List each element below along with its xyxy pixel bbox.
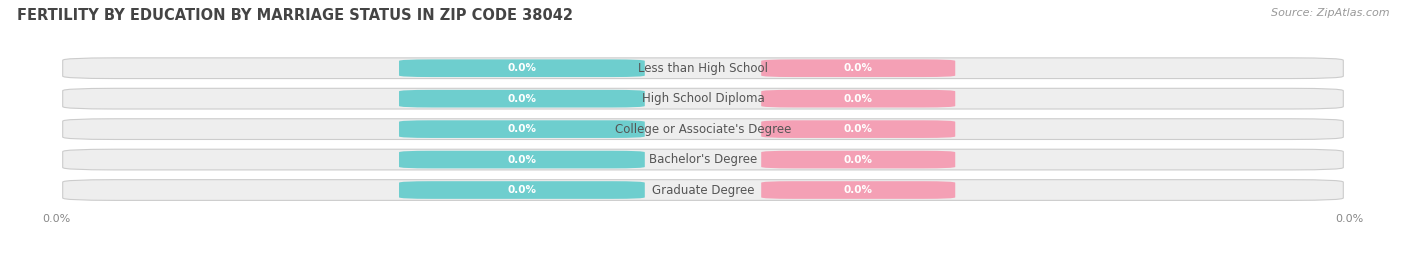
Text: 0.0%: 0.0% bbox=[844, 124, 873, 134]
FancyBboxPatch shape bbox=[761, 120, 955, 138]
Text: 0.0%: 0.0% bbox=[508, 124, 537, 134]
FancyBboxPatch shape bbox=[399, 151, 645, 168]
FancyBboxPatch shape bbox=[761, 181, 955, 199]
FancyBboxPatch shape bbox=[761, 151, 955, 168]
FancyBboxPatch shape bbox=[399, 120, 645, 138]
Text: Graduate Degree: Graduate Degree bbox=[652, 183, 754, 197]
FancyBboxPatch shape bbox=[63, 180, 1343, 200]
Text: 0.0%: 0.0% bbox=[508, 94, 537, 104]
Text: 0.0%: 0.0% bbox=[844, 63, 873, 73]
FancyBboxPatch shape bbox=[761, 59, 955, 77]
FancyBboxPatch shape bbox=[399, 90, 645, 108]
FancyBboxPatch shape bbox=[63, 149, 1343, 170]
Text: 0.0%: 0.0% bbox=[508, 63, 537, 73]
FancyBboxPatch shape bbox=[63, 58, 1343, 79]
FancyBboxPatch shape bbox=[63, 119, 1343, 139]
Text: Source: ZipAtlas.com: Source: ZipAtlas.com bbox=[1271, 8, 1389, 18]
Text: High School Diploma: High School Diploma bbox=[641, 92, 765, 105]
Text: 0.0%: 0.0% bbox=[844, 94, 873, 104]
FancyBboxPatch shape bbox=[399, 59, 645, 77]
FancyBboxPatch shape bbox=[399, 181, 645, 199]
Text: Bachelor's Degree: Bachelor's Degree bbox=[650, 153, 756, 166]
Text: FERTILITY BY EDUCATION BY MARRIAGE STATUS IN ZIP CODE 38042: FERTILITY BY EDUCATION BY MARRIAGE STATU… bbox=[17, 8, 572, 23]
Text: 0.0%: 0.0% bbox=[508, 155, 537, 165]
Text: 0.0%: 0.0% bbox=[508, 185, 537, 195]
FancyBboxPatch shape bbox=[761, 90, 955, 108]
Text: College or Associate's Degree: College or Associate's Degree bbox=[614, 123, 792, 136]
Text: 0.0%: 0.0% bbox=[844, 155, 873, 165]
Text: 0.0%: 0.0% bbox=[844, 185, 873, 195]
Text: Less than High School: Less than High School bbox=[638, 62, 768, 75]
FancyBboxPatch shape bbox=[63, 88, 1343, 109]
